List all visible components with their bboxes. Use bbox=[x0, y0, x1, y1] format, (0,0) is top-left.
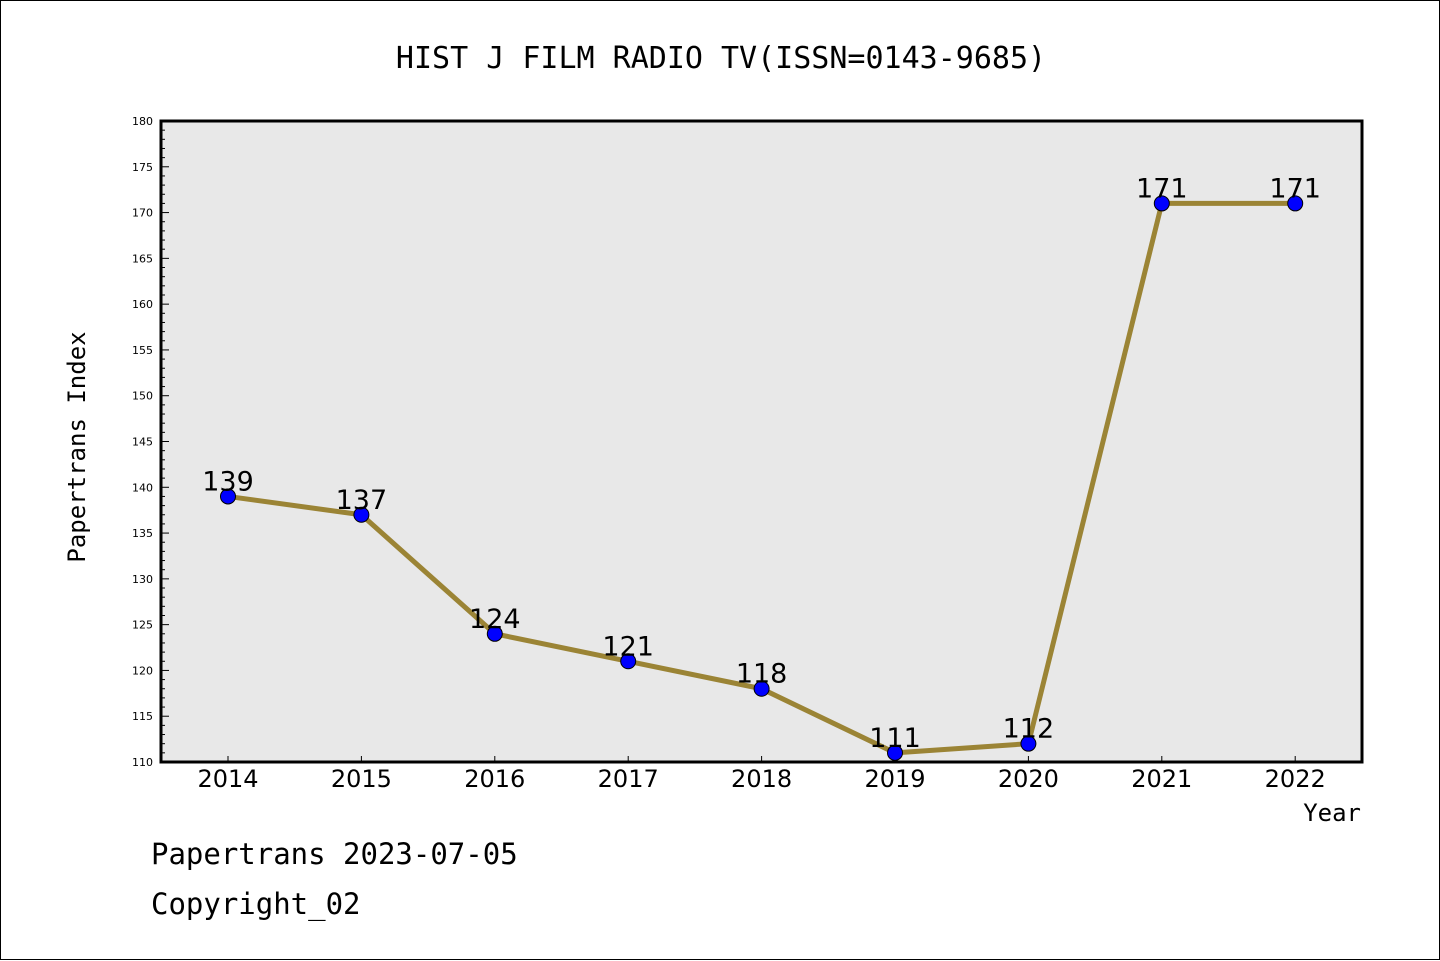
footer-line-1: Papertrans 2023-07-05 bbox=[151, 837, 518, 871]
x-tick-label: 2022 bbox=[1265, 765, 1326, 793]
plot-area bbox=[159, 119, 1364, 764]
y-tick-label: 155 bbox=[132, 344, 153, 357]
x-tick-label: 2017 bbox=[598, 765, 659, 793]
data-label-group: 139 137 124 121 118 111 112 171 171 bbox=[202, 173, 1321, 753]
chart-title: HIST J FILM RADIO TV(ISSN=0143-9685) bbox=[396, 41, 1046, 76]
series-line-group bbox=[220, 195, 1304, 761]
data-point-2021 bbox=[1153, 195, 1170, 212]
y-tick-label: 180 bbox=[132, 115, 153, 128]
x-tick-label: 2015 bbox=[331, 765, 392, 793]
data-point-2017 bbox=[620, 653, 637, 670]
data-label-2022: 171 bbox=[1269, 173, 1321, 204]
x-axis-label: Year bbox=[1303, 799, 1361, 827]
data-point-2014 bbox=[220, 488, 236, 505]
y-axis: 110 115 120 125 130 135 140 145 150 155 160 165 170 1… bbox=[132, 115, 169, 769]
y-tick-label: 125 bbox=[132, 619, 153, 632]
footer-line-2: Copyright_02 bbox=[151, 887, 361, 922]
y-axis-label: Papertrans Index bbox=[63, 331, 91, 562]
y-tick-label: 130 bbox=[132, 573, 153, 586]
data-label-2021: 171 bbox=[1136, 173, 1188, 204]
y-tick-label: 145 bbox=[132, 436, 153, 449]
y-tick-label: 160 bbox=[132, 298, 153, 311]
data-point-2015 bbox=[353, 506, 370, 523]
y-tick-label: 140 bbox=[132, 481, 153, 494]
x-tick-label: 2018 bbox=[731, 765, 792, 793]
x-tick-label: 2021 bbox=[1131, 765, 1192, 793]
y-tick-label: 135 bbox=[132, 527, 153, 540]
data-point-2016 bbox=[486, 625, 503, 642]
data-point-2022 bbox=[1287, 195, 1304, 212]
x-tick-label: 2020 bbox=[998, 765, 1059, 793]
y-tick-label: 170 bbox=[132, 207, 153, 220]
data-label-2016: 124 bbox=[469, 604, 521, 635]
data-point-2019 bbox=[887, 744, 903, 761]
y-tick-label: 175 bbox=[132, 161, 153, 174]
data-point-2020 bbox=[1020, 735, 1037, 752]
y-tick-label: 150 bbox=[132, 390, 153, 403]
data-label-2018: 118 bbox=[736, 659, 788, 690]
data-point-2018 bbox=[753, 680, 770, 697]
y-tick-label: 165 bbox=[132, 252, 153, 265]
data-label-2019: 111 bbox=[869, 723, 921, 754]
x-tick-label: 2014 bbox=[197, 765, 258, 793]
x-tick-label: 2016 bbox=[464, 765, 525, 793]
y-tick-label: 110 bbox=[132, 756, 153, 769]
data-label-2015: 137 bbox=[336, 485, 388, 516]
data-label-2020: 112 bbox=[1003, 714, 1055, 745]
y-tick-label: 115 bbox=[132, 710, 153, 723]
y-tick-label: 120 bbox=[132, 664, 153, 677]
x-tick-label: 2019 bbox=[864, 765, 925, 793]
data-label-2017: 121 bbox=[602, 631, 654, 662]
data-label-2014: 139 bbox=[202, 466, 254, 497]
x-axis: 2014 2015 2016 2017 2018 2019 2020 2021 2022 bbox=[197, 756, 1326, 793]
